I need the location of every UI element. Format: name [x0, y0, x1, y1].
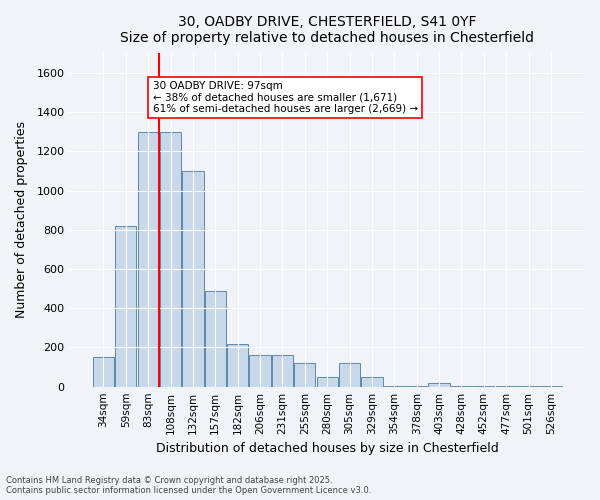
- Bar: [115, 226, 136, 386]
- Title: 30, OADBY DRIVE, CHESTERFIELD, S41 0YF
Size of property relative to detached hou: 30, OADBY DRIVE, CHESTERFIELD, S41 0YF S…: [120, 15, 534, 45]
- Bar: [137, 132, 159, 386]
- Bar: [93, 358, 114, 386]
- Text: Contains HM Land Registry data © Crown copyright and database right 2025.
Contai: Contains HM Land Registry data © Crown c…: [6, 476, 371, 495]
- Bar: [339, 363, 360, 386]
- Bar: [250, 356, 271, 386]
- Bar: [294, 363, 316, 386]
- Y-axis label: Number of detached properties: Number of detached properties: [15, 122, 28, 318]
- Bar: [227, 344, 248, 386]
- Bar: [160, 132, 181, 386]
- Text: 30 OADBY DRIVE: 97sqm
← 38% of detached houses are smaller (1,671)
61% of semi-d: 30 OADBY DRIVE: 97sqm ← 38% of detached …: [152, 81, 418, 114]
- Bar: [182, 171, 203, 386]
- Bar: [205, 290, 226, 386]
- Bar: [361, 377, 383, 386]
- Bar: [317, 377, 338, 386]
- X-axis label: Distribution of detached houses by size in Chesterfield: Distribution of detached houses by size …: [156, 442, 499, 455]
- Bar: [272, 356, 293, 386]
- Bar: [428, 383, 449, 386]
